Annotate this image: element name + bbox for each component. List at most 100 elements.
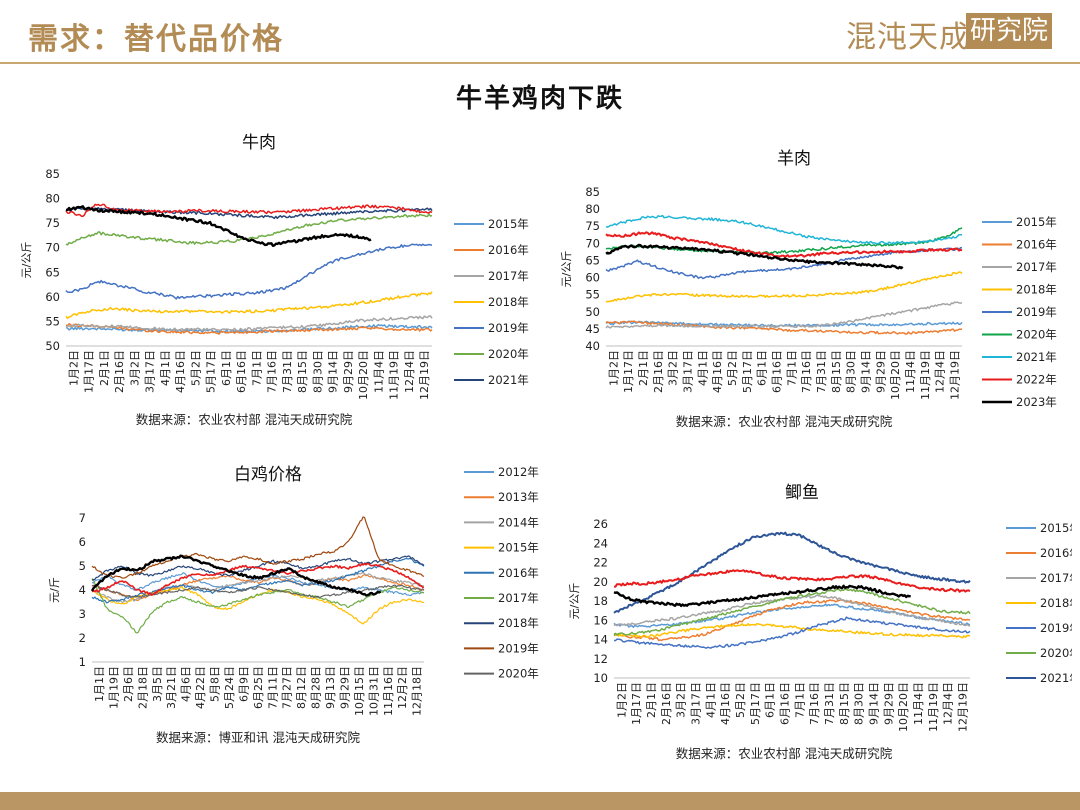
x-tick-label: 3月2日 <box>675 682 688 718</box>
series-line-2016年 <box>65 323 433 335</box>
x-tick-label: 9月13日 <box>324 666 337 709</box>
y-tick-label: 75 <box>585 219 600 233</box>
x-tick-label: 11月4日 <box>372 350 385 393</box>
series-line-2022年 <box>91 562 425 596</box>
x-tick-label: 5月2日 <box>734 682 747 718</box>
x-tick-label: 12月4日 <box>934 350 947 393</box>
y-tick-label: 4 <box>79 583 86 597</box>
x-tick-label: 8月28日 <box>310 666 323 709</box>
x-tick-label: 6月25日 <box>252 666 265 709</box>
x-tick-label: 12月4日 <box>942 682 955 725</box>
legend-label: 2016年 <box>1040 546 1072 560</box>
x-tick-label: 9月29日 <box>882 682 895 725</box>
x-tick-label: 9月29日 <box>342 350 355 393</box>
y-tick-label: 50 <box>585 305 600 319</box>
x-tick-label: 9月14日 <box>859 350 872 393</box>
y-axis-title: 元/斤 <box>48 577 61 603</box>
x-tick-label: 4月1日 <box>696 350 709 386</box>
x-tick-label: 1月17日 <box>622 350 635 393</box>
chart-title: 羊肉 <box>777 149 811 169</box>
x-tick-label: 11月4日 <box>904 350 917 393</box>
y-tick-label: 12 <box>593 652 608 666</box>
legend-label: 2019年 <box>498 641 539 655</box>
x-tick-label: 6月9日 <box>237 666 250 702</box>
series-line-2022年 <box>605 231 963 258</box>
x-tick-label: 7月27日 <box>281 666 294 709</box>
x-tick-label: 11月16日 <box>382 666 395 716</box>
x-tick-label: 4月22日 <box>194 666 207 709</box>
series-line-2023年 <box>65 205 372 247</box>
x-tick-label: 8月12日 <box>295 666 308 709</box>
chart-title: 白鸡价格 <box>234 465 302 485</box>
legend-label: 2018年 <box>488 295 529 309</box>
x-tick-label: 6月1日 <box>764 682 777 718</box>
source-note: 数据来源：农业农村部 混沌天成研究院 <box>676 414 893 429</box>
y-tick-label: 2 <box>79 631 86 645</box>
x-tick-label: 1月19日 <box>108 666 121 709</box>
x-tick-label: 2月6日 <box>122 666 135 702</box>
x-tick-label: 5月17日 <box>749 682 762 725</box>
x-tick-label: 5月24日 <box>223 666 236 709</box>
legend-label: 2017年 <box>1040 571 1072 585</box>
legend-label: 2020年 <box>498 667 539 681</box>
x-tick-label: 9月14日 <box>327 350 340 393</box>
x-tick-label: 8月15日 <box>830 350 843 393</box>
series-line-2015年 <box>613 603 971 628</box>
x-tick-label: 4月16日 <box>174 350 187 393</box>
x-tick-label: 4月1日 <box>159 350 172 386</box>
y-tick-label: 50 <box>45 339 60 353</box>
y-tick-label: 85 <box>45 167 60 181</box>
legend-label: 2014年 <box>498 515 539 529</box>
legend-label: 2021年 <box>1040 671 1072 685</box>
x-tick-label: 2月18日 <box>136 666 149 709</box>
legend-label: 2019年 <box>1016 305 1057 319</box>
x-tick-label: 6月16日 <box>770 350 783 393</box>
slide-title: 牛羊鸡肉下跌 <box>455 84 624 114</box>
y-tick-label: 40 <box>585 339 600 353</box>
legend-label: 2018年 <box>1016 283 1057 297</box>
legend-label: 2018年 <box>498 616 539 630</box>
series-line-2021年 <box>605 214 963 245</box>
x-tick-label: 6月1日 <box>220 350 233 386</box>
y-tick-label: 55 <box>45 314 60 328</box>
series-line-2020年 <box>91 584 425 599</box>
series-line-2022年 <box>613 569 971 593</box>
source-note: 数据来源：博亚和讯 混沌天成研究院 <box>156 730 360 745</box>
y-tick-label: 80 <box>585 202 600 216</box>
y-tick-label: 1 <box>79 655 86 669</box>
x-tick-label: 7月31日 <box>823 682 836 725</box>
series-line-2017年 <box>91 578 425 634</box>
x-tick-label: 6月16日 <box>235 350 248 393</box>
x-tick-label: 6月1日 <box>756 350 769 386</box>
series-line-2017年 <box>613 594 971 627</box>
y-tick-label: 7 <box>79 511 86 525</box>
x-tick-label: 4月16日 <box>711 350 724 393</box>
series-line-2018年 <box>605 271 963 303</box>
x-tick-label: 7月16日 <box>266 350 279 393</box>
series-line-2019年 <box>613 616 971 649</box>
x-tick-label: 7月31日 <box>281 350 294 393</box>
x-tick-label: 1月17日 <box>83 350 96 393</box>
footer-bar <box>0 792 1080 810</box>
x-tick-label: 12月4日 <box>403 350 416 393</box>
y-axis-title: 元/公斤 <box>568 583 581 620</box>
x-tick-label: 12月19日 <box>418 350 431 400</box>
x-tick-label: 4月6日 <box>180 666 193 702</box>
legend-label: 2017年 <box>1016 260 1057 274</box>
y-tick-label: 24 <box>593 536 608 550</box>
y-axis-title: 元/公斤 <box>20 242 33 279</box>
y-tick-label: 22 <box>593 556 608 570</box>
legend-label: 2016年 <box>498 566 539 580</box>
x-tick-label: 2月16日 <box>660 682 673 725</box>
series-line-2016年 <box>613 599 971 642</box>
y-tick-label: 75 <box>45 216 60 230</box>
legend-label: 2018年 <box>1040 596 1072 610</box>
x-tick-label: 8月15日 <box>296 350 309 393</box>
x-tick-label: 1月2日 <box>607 350 620 386</box>
x-tick-label: 1月17日 <box>630 682 643 725</box>
legend-label: 2015年 <box>1040 521 1072 535</box>
x-tick-label: 5月2日 <box>726 350 739 386</box>
x-tick-label: 6月16日 <box>778 682 791 725</box>
x-tick-label: 11月19日 <box>388 350 401 400</box>
x-tick-label: 8月30日 <box>845 350 858 393</box>
